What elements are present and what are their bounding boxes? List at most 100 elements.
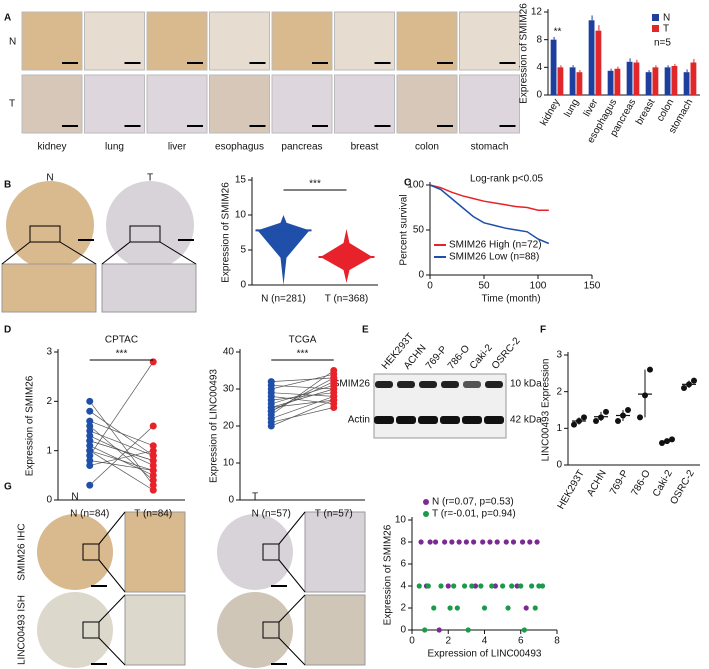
point xyxy=(469,583,475,589)
point xyxy=(489,583,495,589)
y-tick-label: 8 xyxy=(536,34,542,45)
size-label: 42 kDa xyxy=(510,415,542,426)
legend-swatch xyxy=(652,25,659,32)
x-tick-label: 150 xyxy=(584,281,601,292)
pair-line xyxy=(89,440,154,461)
point xyxy=(510,539,517,545)
x-tick-label: T (n=84) xyxy=(134,509,172,520)
ihc-image xyxy=(271,11,333,71)
pair-line xyxy=(89,425,154,486)
y-tick-label: 6 xyxy=(400,559,406,570)
point xyxy=(330,374,338,382)
y-tick-label: 2 xyxy=(556,386,562,397)
annotation: *** xyxy=(309,179,321,190)
pair-line xyxy=(89,460,154,471)
band xyxy=(419,381,437,388)
point xyxy=(581,414,587,421)
point xyxy=(267,418,275,426)
point xyxy=(532,605,538,611)
point xyxy=(536,583,542,589)
zoom-line xyxy=(278,559,306,593)
point xyxy=(503,539,509,545)
zoom-line xyxy=(98,559,126,593)
x-tick-label: 6 xyxy=(518,636,524,647)
y-tick-label: 100 xyxy=(407,180,424,191)
ihc-image xyxy=(271,74,333,134)
zoom-box xyxy=(82,543,100,561)
point xyxy=(86,397,94,405)
point xyxy=(149,466,157,474)
zoom-line xyxy=(278,637,306,666)
point xyxy=(149,422,157,430)
y-tick-label: 1 xyxy=(556,423,562,434)
point xyxy=(418,539,424,545)
band xyxy=(463,381,481,388)
point xyxy=(86,432,94,440)
bar xyxy=(569,67,576,95)
y-tick-label: 4 xyxy=(400,581,406,592)
pair-line xyxy=(271,396,334,405)
y-axis-label: Expression of SMIM26 xyxy=(519,3,530,104)
point xyxy=(149,452,157,460)
x-tick-label: breast xyxy=(634,97,658,127)
y-axis-label: LINC00493 Expression xyxy=(541,359,552,462)
point xyxy=(330,385,338,393)
zoom-line xyxy=(159,241,197,265)
point xyxy=(438,583,444,589)
bar xyxy=(671,65,678,95)
pair-line xyxy=(271,399,334,408)
zoom-box xyxy=(82,621,100,639)
point xyxy=(472,583,479,589)
ihc-image xyxy=(396,74,458,134)
point xyxy=(463,539,469,545)
chart-title: TCGA xyxy=(289,335,317,346)
point xyxy=(681,385,687,391)
x-tick-label: HEK293T xyxy=(556,468,587,511)
x-tick-label: N (n=84) xyxy=(70,509,109,520)
zoom-box xyxy=(29,225,61,243)
bar xyxy=(607,70,614,95)
band xyxy=(374,416,394,424)
point xyxy=(625,407,631,413)
point xyxy=(481,605,488,611)
bar xyxy=(652,67,659,95)
y-tick-label: 0 xyxy=(400,625,406,636)
zoom-line xyxy=(98,511,126,545)
point xyxy=(445,583,451,589)
tissue-label: esophagus xyxy=(215,142,264,153)
legend-label: SMIM26 High (n=72) xyxy=(449,240,542,251)
x-tick-label: 100 xyxy=(530,281,547,292)
y-tick-label: 0 xyxy=(240,280,246,291)
point xyxy=(461,583,468,589)
blot xyxy=(373,373,507,439)
panel-letter: D xyxy=(4,325,11,336)
pair-line xyxy=(271,407,334,423)
point xyxy=(527,539,533,545)
x-tick-label: lung xyxy=(562,97,581,119)
point xyxy=(571,421,577,428)
legend-swatch xyxy=(423,511,429,517)
y-tick-label: 12 xyxy=(531,7,543,18)
panel-letter: E xyxy=(362,325,369,336)
pair-line xyxy=(89,450,154,466)
y-tick-label: 5 xyxy=(240,245,246,256)
lane-label: OSRC-2 xyxy=(490,335,523,371)
point xyxy=(534,539,540,545)
size-label: 10 kDa xyxy=(510,379,542,390)
band xyxy=(396,416,416,424)
y-tick-label: 10 xyxy=(235,210,247,221)
lane-label: 769-P xyxy=(424,344,450,372)
point xyxy=(267,407,275,415)
ihc-image xyxy=(334,11,395,71)
ihc-image xyxy=(146,74,208,134)
y-tick-label: 4 xyxy=(536,62,542,73)
y-tick-label: 10 xyxy=(395,515,407,526)
zoom-box xyxy=(262,543,280,561)
x-tick-label: T (n=368) xyxy=(325,294,368,305)
legend-swatch xyxy=(423,499,429,505)
panel-letter: A xyxy=(4,13,11,24)
point xyxy=(149,358,157,366)
column-label: T xyxy=(252,492,258,503)
y-tick-label: 0 xyxy=(46,495,52,506)
column-label: N xyxy=(46,173,53,184)
